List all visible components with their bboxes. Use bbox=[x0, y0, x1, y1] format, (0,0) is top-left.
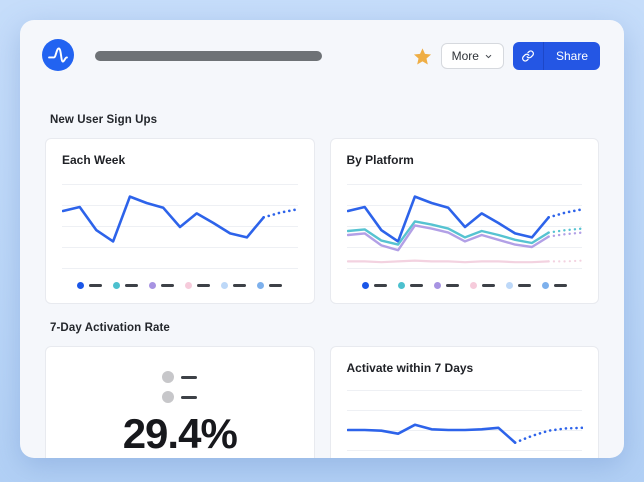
kpi-legend-row bbox=[162, 371, 198, 383]
legend-label-placeholder bbox=[517, 283, 531, 287]
more-button-label: More bbox=[451, 49, 479, 63]
card-title-activate-7days: Activate within 7 Days bbox=[346, 361, 474, 375]
legend-item[interactable] bbox=[257, 281, 283, 289]
by-platform-legend bbox=[347, 281, 583, 289]
legend-label-placeholder bbox=[445, 283, 459, 287]
legend-item[interactable] bbox=[149, 281, 175, 289]
legend-item[interactable] bbox=[185, 281, 211, 289]
legend-dot bbox=[361, 281, 369, 289]
legend-dot bbox=[149, 281, 157, 289]
kpi-legend-label-placeholder bbox=[181, 375, 198, 379]
star-icon bbox=[413, 47, 431, 64]
favorite-star-icon[interactable] bbox=[413, 47, 432, 66]
legend-item[interactable] bbox=[221, 281, 247, 289]
amplitude-logo bbox=[42, 39, 74, 71]
amplitude-wave-icon bbox=[48, 47, 68, 63]
each-week-legend bbox=[62, 281, 298, 289]
card-title-each-week: Each Week bbox=[62, 153, 126, 167]
signups-cards-row: Each Week By Platform bbox=[45, 138, 599, 304]
legend-dot bbox=[257, 281, 265, 289]
legend-item[interactable] bbox=[113, 281, 139, 289]
activation-rate-value: 29.4% bbox=[122, 410, 238, 457]
chart-line-dotted bbox=[547, 259, 583, 263]
chevron-down-icon bbox=[485, 54, 492, 58]
chart-line bbox=[62, 195, 265, 243]
legend-label-placeholder bbox=[409, 283, 423, 287]
legend-label-placeholder bbox=[481, 283, 495, 287]
legend-label-placeholder bbox=[269, 283, 283, 287]
line-chart-svg bbox=[62, 195, 298, 243]
legend-item[interactable] bbox=[433, 281, 459, 289]
line-chart-svg bbox=[346, 423, 583, 444]
legend-dot bbox=[77, 281, 85, 289]
legend-dot bbox=[541, 281, 549, 289]
each-week-line-chart bbox=[62, 184, 298, 270]
dashboard-topbar: More Share bbox=[42, 20, 600, 90]
activate-7days-line-chart bbox=[346, 390, 583, 458]
kpi-legend bbox=[162, 371, 198, 403]
section-title-new-user-signups: New User Sign Ups bbox=[50, 114, 158, 126]
card-title-by-platform: By Platform bbox=[346, 153, 414, 167]
chart-line-dotted bbox=[262, 208, 298, 219]
kpi-legend-dot bbox=[162, 371, 175, 383]
kpi-legend-row bbox=[162, 391, 198, 403]
kpi-legend-dot bbox=[162, 391, 175, 403]
kpi-legend-label-placeholder bbox=[181, 395, 198, 399]
chart-line bbox=[346, 423, 516, 444]
card-by-platform[interactable]: By Platform bbox=[329, 138, 599, 304]
legend-label-placeholder bbox=[233, 283, 247, 287]
legend-item[interactable] bbox=[361, 281, 387, 289]
chart-line-dotted bbox=[546, 227, 583, 234]
legend-dot bbox=[113, 281, 121, 289]
legend-label-placeholder bbox=[197, 283, 211, 287]
legend-dot bbox=[185, 281, 193, 289]
chart-line-dotted bbox=[546, 231, 583, 238]
legend-item[interactable] bbox=[541, 281, 567, 289]
legend-item[interactable] bbox=[77, 281, 103, 289]
card-each-week[interactable]: Each Week bbox=[45, 138, 315, 304]
section-title-activation-rate: 7-Day Activation Rate bbox=[50, 322, 170, 334]
legend-dot bbox=[433, 281, 441, 289]
legend-label-placeholder bbox=[89, 283, 103, 287]
legend-dot bbox=[469, 281, 477, 289]
legend-item[interactable] bbox=[397, 281, 423, 289]
card-activation-kpi[interactable]: 29.4% bbox=[45, 346, 315, 458]
chart-line bbox=[346, 195, 550, 243]
legend-item[interactable] bbox=[505, 281, 531, 289]
legend-label-placeholder bbox=[553, 283, 567, 287]
chart-line-dotted bbox=[546, 208, 583, 219]
card-activate-within-7-days[interactable]: Activate within 7 Days bbox=[329, 346, 599, 458]
chart-line-dotted bbox=[513, 426, 583, 444]
copy-link-segment[interactable] bbox=[513, 42, 544, 70]
dashboard-panel: More Share New User Sign Ups bbox=[20, 20, 624, 458]
topbar-actions: More Share bbox=[413, 42, 600, 70]
chart-line bbox=[346, 224, 550, 252]
legend-dot bbox=[505, 281, 513, 289]
by-platform-line-chart bbox=[346, 184, 583, 270]
legend-dot bbox=[397, 281, 405, 289]
activation-cards-row: 29.4% Activate within 7 Days bbox=[45, 346, 599, 458]
more-button[interactable]: More bbox=[440, 43, 504, 69]
legend-label-placeholder bbox=[373, 283, 387, 287]
link-icon bbox=[522, 50, 534, 62]
legend-dot bbox=[221, 281, 229, 289]
chart-line bbox=[346, 259, 550, 264]
chart-line bbox=[346, 220, 550, 246]
share-button[interactable]: Share bbox=[512, 42, 600, 70]
share-button-label: Share bbox=[555, 49, 588, 63]
line-chart-svg bbox=[346, 195, 583, 264]
legend-label-placeholder bbox=[161, 283, 175, 287]
dashboard-title-placeholder bbox=[95, 51, 322, 61]
legend-item[interactable] bbox=[469, 281, 495, 289]
legend-label-placeholder bbox=[125, 283, 139, 287]
